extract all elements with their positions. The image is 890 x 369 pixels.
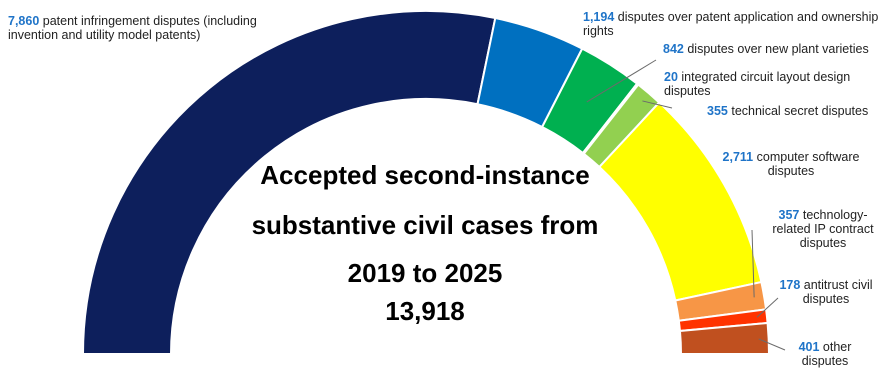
slice-value: 357: [778, 208, 800, 222]
slice-value: 178: [779, 278, 801, 292]
slice-text: integrated circuit layout design dispute…: [664, 70, 851, 98]
slice-text: patent infringement disputes (including …: [8, 14, 257, 42]
leader-line-ip-contract: [751, 229, 755, 298]
slice-text: computer software disputes: [756, 150, 860, 178]
slice-value: 842: [663, 42, 684, 56]
slice-label-antitrust: 178 antitrust civil disputes: [776, 278, 876, 306]
leader-line-antitrust: [756, 297, 779, 318]
slice-label-patent-application: 1,194 disputes over patent application a…: [583, 10, 883, 38]
slice-value: 7,860: [8, 14, 40, 28]
chart-title-line-1: Accepted second-instance: [260, 160, 590, 190]
slice-text: antitrust civil disputes: [802, 278, 873, 306]
leader-line-plant-varieties: [586, 59, 657, 103]
slice-text: other disputes: [801, 340, 852, 368]
slice-patent-infringement: [81, 10, 497, 355]
slice-value: 401: [798, 340, 820, 354]
slice-label-technical-secret: 355 technical secret disputes: [707, 104, 887, 118]
slice-text: technical secret disputes: [731, 104, 869, 118]
leader-line-technical-secret: [642, 100, 673, 109]
chart-title-line-2: substantive civil cases from: [251, 210, 599, 240]
slice-text: technology-related IP contract disputes: [772, 208, 874, 250]
slice-label-ip-contract: 357 technology-related IP contract dispu…: [762, 208, 884, 250]
slice-label-ic-layout: 20 integrated circuit layout design disp…: [664, 70, 882, 98]
chart-title-line-3: 2019 to 2025: [347, 258, 503, 288]
slice-value: 1,194: [583, 10, 615, 24]
slice-label-patent-infringement: 7,860 patent infringement disputes (incl…: [8, 14, 288, 42]
slice-text: disputes over patent application and own…: [583, 10, 879, 38]
slice-other: [678, 321, 771, 355]
slice-value: 2,711: [722, 150, 754, 164]
leader-line-other: [758, 338, 786, 351]
slice-label-plant-varieties: 842 disputes over new plant varieties: [663, 42, 888, 56]
slice-label-other: 401 other disputes: [780, 340, 870, 368]
chart-total: 13,918: [385, 296, 465, 326]
slice-label-computer-software: 2,711 computer software disputes: [706, 150, 876, 178]
slice-value: 355: [707, 104, 728, 118]
slice-text: disputes over new plant varieties: [687, 42, 869, 56]
slice-value: 20: [664, 70, 678, 84]
